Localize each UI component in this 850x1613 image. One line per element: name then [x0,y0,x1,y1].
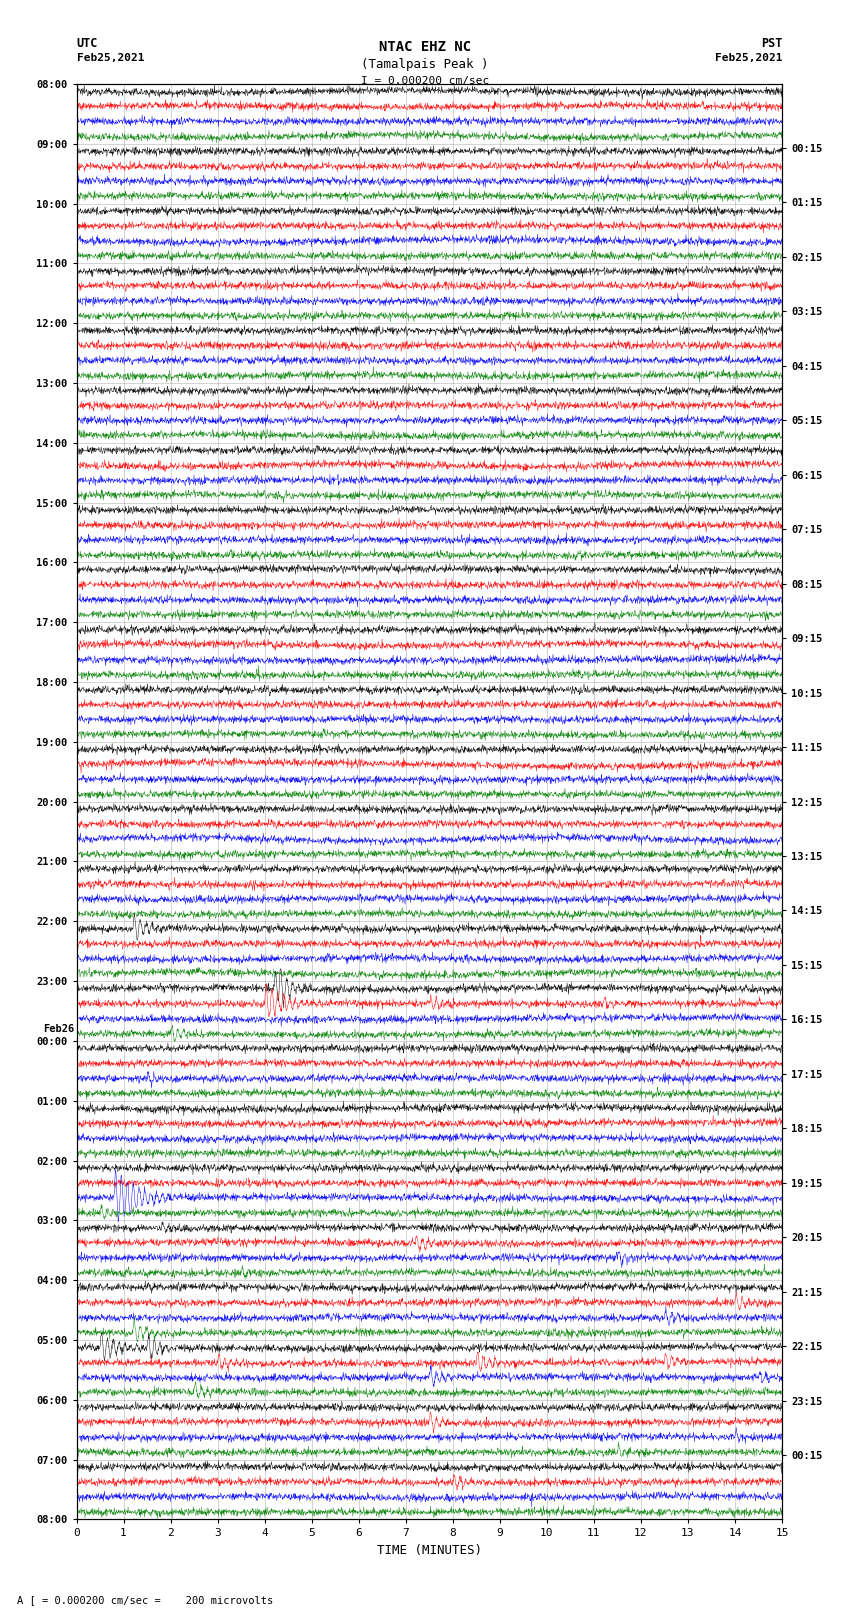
Text: Feb26: Feb26 [43,1024,75,1034]
Text: (Tamalpais Peak ): (Tamalpais Peak ) [361,58,489,71]
Text: Feb25,2021: Feb25,2021 [715,53,782,63]
Text: I = 0.000200 cm/sec: I = 0.000200 cm/sec [361,76,489,85]
X-axis label: TIME (MINUTES): TIME (MINUTES) [377,1544,482,1557]
Text: UTC: UTC [76,37,98,50]
Text: A [ = 0.000200 cm/sec =    200 microvolts: A [ = 0.000200 cm/sec = 200 microvolts [17,1595,273,1605]
Text: NTAC EHZ NC: NTAC EHZ NC [379,40,471,55]
Text: PST: PST [761,37,782,50]
Text: Feb25,2021: Feb25,2021 [76,53,144,63]
